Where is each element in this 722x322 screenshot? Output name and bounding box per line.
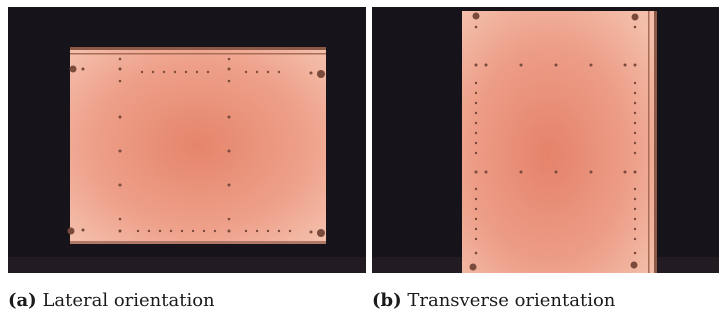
hole-column-right bbox=[633, 81, 637, 255]
rail-top bbox=[70, 47, 326, 50]
bolt bbox=[69, 65, 77, 73]
hole-row-upper bbox=[474, 25, 637, 67]
hole-column-left bbox=[474, 81, 478, 255]
photo-lateral-orientation bbox=[8, 7, 366, 273]
hole-row-lower bbox=[474, 170, 637, 174]
bolt bbox=[630, 261, 638, 269]
hole-column-left bbox=[118, 57, 122, 221]
bolt bbox=[469, 263, 477, 271]
plate bbox=[462, 11, 655, 273]
bolt bbox=[317, 229, 325, 237]
caption-label-b: (b) bbox=[372, 290, 402, 311]
rail-right bbox=[654, 11, 657, 273]
bolt bbox=[631, 13, 639, 21]
caption-text-b: Transverse orientation bbox=[407, 290, 616, 311]
bolt bbox=[472, 12, 480, 20]
bolt bbox=[67, 227, 75, 235]
caption-b: (b) Transverse orientation bbox=[372, 290, 615, 311]
plate bbox=[70, 47, 326, 244]
hole-column-right bbox=[227, 57, 231, 221]
bolt bbox=[317, 70, 325, 78]
hole-row-bottom bbox=[81, 228, 313, 234]
hole-row-top bbox=[81, 67, 313, 75]
photo-transverse-orientation bbox=[372, 7, 719, 273]
caption-text-a: Lateral orientation bbox=[42, 290, 215, 311]
rail-right-2 bbox=[648, 11, 650, 273]
caption-a: (a) Lateral orientation bbox=[8, 290, 215, 311]
caption-label-a: (a) bbox=[8, 290, 37, 311]
rail-top-2 bbox=[70, 53, 326, 55]
